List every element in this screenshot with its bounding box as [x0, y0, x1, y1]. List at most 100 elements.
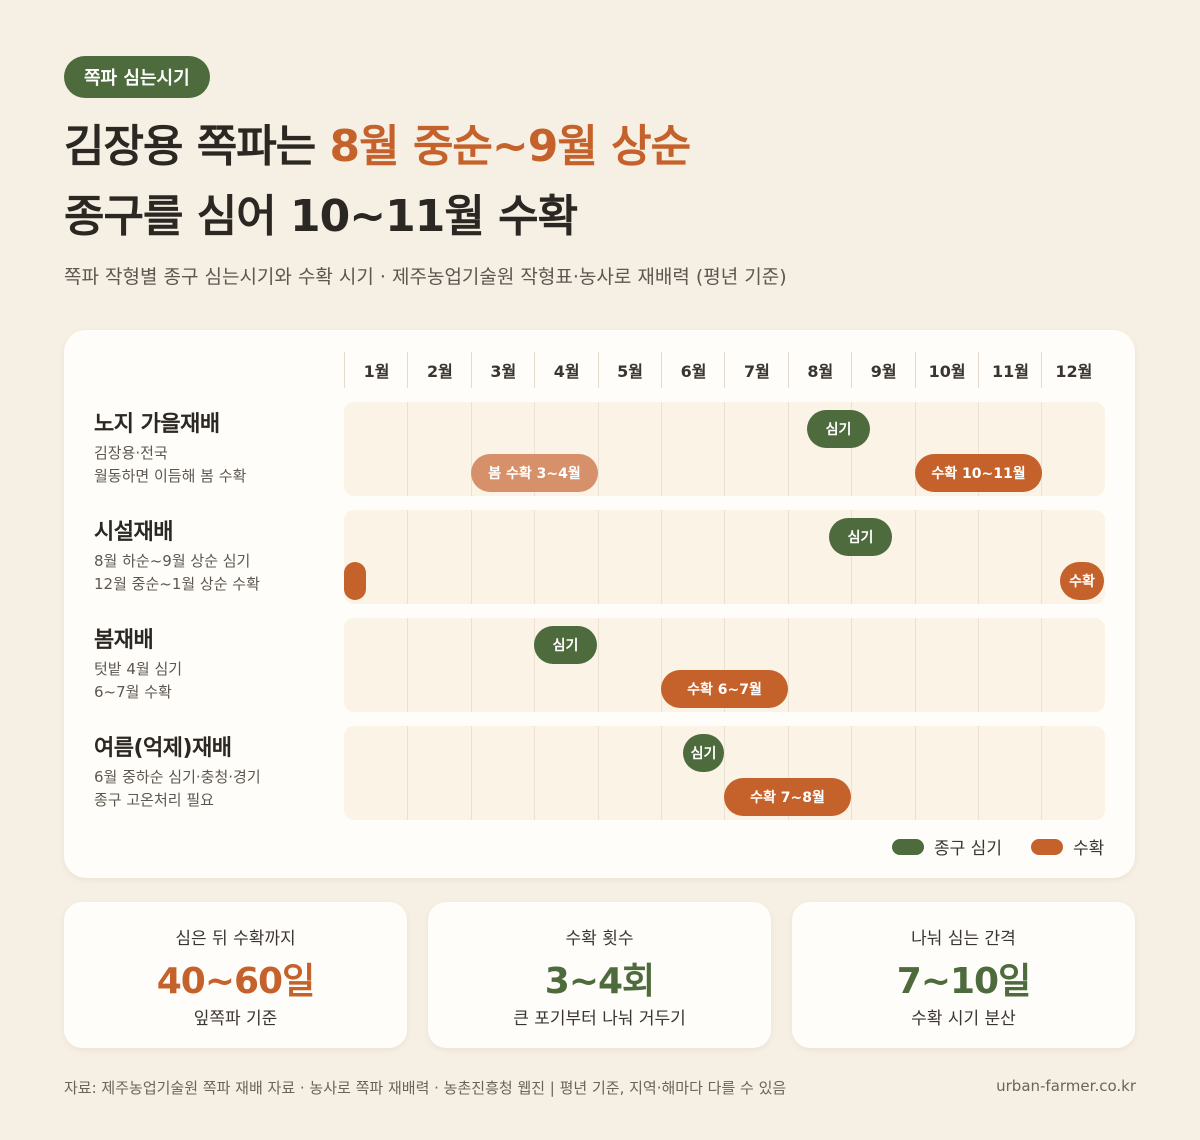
planting-bar: 심기	[829, 518, 892, 556]
stat-value: 7~10일	[896, 961, 1031, 1002]
month-gridline	[724, 510, 725, 604]
stat-value: 40~60일	[156, 961, 315, 1002]
month-gridline	[724, 618, 725, 712]
stat-note: 수확 시기 분산	[911, 1009, 1016, 1029]
stat-note: 큰 포기부터 나눠 거두기	[513, 1009, 686, 1029]
source-note: 자료: 제주농업기술원 쪽파 재배 자료 · 농사로 쪽파 재배력 · 농촌진흥…	[64, 1079, 787, 1097]
month-tick-label: 11월	[978, 352, 1042, 388]
month-gridline	[1041, 726, 1042, 820]
topic-tag-label: 쪽파 심는시기	[84, 68, 190, 89]
month-gridline	[724, 402, 725, 496]
title-line-2: 종구를 심어 10~11월 수확	[64, 191, 578, 242]
month-gridline	[915, 726, 916, 820]
month-gridline	[788, 726, 789, 820]
month-gridline	[851, 726, 852, 820]
month-tick-label: 7월	[724, 352, 788, 388]
month-gridline	[534, 402, 535, 496]
stat-label: 나눠 심는 간격	[911, 929, 1016, 949]
legend-harvest: 수확	[1031, 834, 1104, 859]
harvest-bar: 수확 10~11월	[915, 454, 1042, 492]
month-gridline	[978, 402, 979, 496]
month-tick-label: 12월	[1041, 352, 1105, 388]
month-gridline	[471, 510, 472, 604]
site-url: urban-farmer.co.kr	[996, 1077, 1136, 1095]
month-gridline	[1041, 510, 1042, 604]
legend-plant-swatch	[892, 838, 924, 855]
row-description: 8월 하순~9월 상순 심기 12월 중순~1월 상순 수확	[94, 552, 260, 593]
row-name: 봄재배	[94, 628, 154, 653]
row-description: 6월 중하순 심기·충청·경기 종구 고온처리 필요	[94, 768, 261, 809]
month-gridline	[724, 726, 725, 820]
month-gridline	[471, 618, 472, 712]
month-gridline	[598, 726, 599, 820]
stat-card-harvest-count: 수확 횟수 3~4회 큰 포기부터 나눠 거두기	[428, 902, 771, 1048]
row-name: 시설재배	[94, 520, 173, 545]
month-tick-label: 10월	[914, 352, 979, 388]
page-title: 김장용 쪽파는 8월 중순~9월 상순 종구를 심어 10~11월 수확	[64, 112, 1144, 252]
month-gridline	[1041, 402, 1042, 496]
harvest-bar: 수확	[1060, 562, 1104, 600]
month-tick-label: 8월	[787, 352, 852, 388]
title-line-1-prefix: 김장용 쪽파는	[64, 121, 330, 172]
month-gridline	[915, 402, 916, 496]
harvest-bar: 수확 7~8월	[724, 778, 851, 816]
month-gridline	[851, 510, 852, 604]
month-gridline	[915, 510, 916, 604]
month-gridline	[598, 402, 599, 496]
month-gridline	[407, 510, 408, 604]
month-gridline	[534, 726, 535, 820]
month-gridline	[788, 510, 789, 604]
row-description: 텃밭 4월 심기 6~7월 수확	[94, 660, 183, 701]
month-gridline	[978, 618, 979, 712]
month-gridline	[851, 402, 852, 496]
legend-harvest-label: 수확	[1073, 839, 1105, 859]
stat-note: 잎쪽파 기준	[193, 1009, 278, 1029]
harvest-bar	[344, 562, 366, 600]
month-gridline	[407, 618, 408, 712]
month-tick-label: 6월	[661, 352, 725, 388]
month-gridline	[661, 510, 662, 604]
month-gridline	[407, 402, 408, 496]
harvest-bar: 봄 수확 3~4월	[471, 454, 598, 492]
row-name: 노지 가을재배	[94, 412, 220, 437]
stat-label: 심은 뒤 수확까지	[175, 929, 296, 949]
page-subtitle: 쪽파 작형별 종구 심는시기와 수확 시기 · 제주농업기술원 작형표·농사로 …	[64, 266, 787, 288]
month-gridline	[407, 726, 408, 820]
month-tick-label: 3월	[470, 352, 535, 388]
month-gridline	[661, 726, 662, 820]
title-highlight: 8월 중순~9월 상순	[329, 121, 692, 172]
row-description: 김장용·전국 월동하면 이듬해 봄 수확	[94, 444, 247, 485]
planting-bar: 심기	[683, 734, 724, 772]
row-name: 여름(억제)재배	[94, 736, 232, 761]
month-gridline	[598, 618, 599, 712]
stat-card-days-to-harvest: 심은 뒤 수확까지 40~60일 잎쪽파 기준	[64, 902, 407, 1048]
planting-bar: 심기	[534, 626, 597, 664]
month-gridline	[788, 402, 789, 496]
stat-label: 수확 횟수	[565, 929, 634, 949]
month-tick-label: 4월	[534, 352, 598, 388]
month-gridline	[851, 618, 852, 712]
legend-plant: 종구 심기	[892, 834, 1002, 859]
month-gridline	[1041, 618, 1042, 712]
month-tick-label: 2월	[407, 352, 471, 388]
stat-card-planting-interval: 나눠 심는 간격 7~10일 수확 시기 분산	[792, 902, 1135, 1048]
month-gridline	[534, 618, 535, 712]
month-gridline	[471, 726, 472, 820]
month-gridline	[661, 402, 662, 496]
planting-bar: 심기	[807, 410, 870, 448]
month-gridline	[978, 726, 979, 820]
month-gridline	[598, 510, 599, 604]
month-gridline	[915, 618, 916, 712]
month-tick-label: 1월	[344, 352, 408, 388]
harvest-bar: 수확 6~7월	[661, 670, 788, 708]
month-gridline	[978, 510, 979, 604]
title-line-1: 김장용 쪽파는 8월 중순~9월 상순	[64, 112, 1144, 182]
month-tick-label: 5월	[597, 352, 662, 388]
legend-plant-label: 종구 심기	[934, 839, 1002, 859]
stat-value: 3~4회	[544, 961, 655, 1002]
month-gridline	[534, 510, 535, 604]
month-gridline	[661, 618, 662, 712]
month-tick-label: 9월	[851, 352, 915, 388]
month-gridline	[471, 402, 472, 496]
month-gridline	[788, 618, 789, 712]
